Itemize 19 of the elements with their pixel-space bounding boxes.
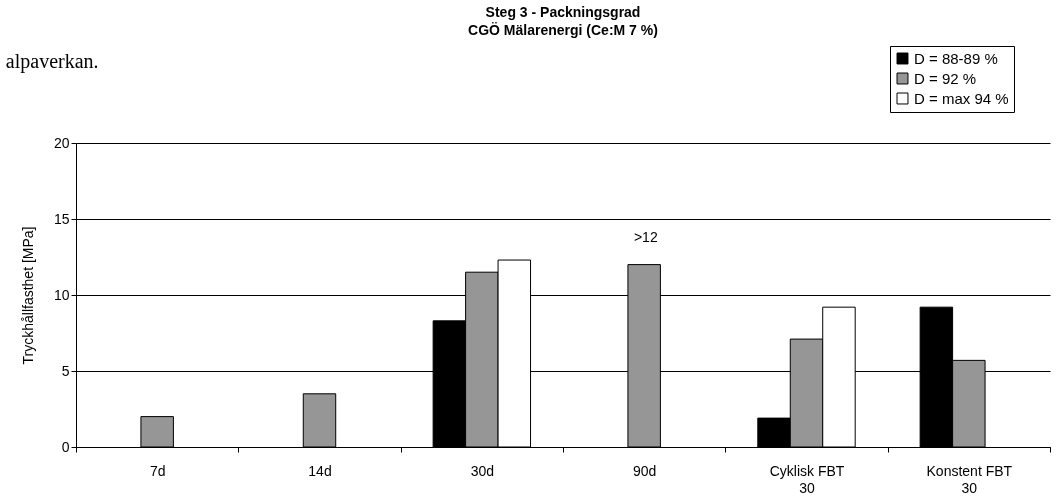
- x-tick-label: 14d: [308, 462, 332, 479]
- legend-label: D = max 94 %: [914, 89, 1009, 107]
- y-tick-label: 10: [53, 286, 70, 303]
- y-tick-label: 20: [53, 134, 70, 151]
- x-tick-label: 90d: [632, 462, 657, 479]
- text: alpaverkan.: [5, 49, 99, 73]
- chart-title: Steg 3 - Packningsgrad: [485, 3, 641, 20]
- x-tick-label: 7d: [149, 462, 166, 479]
- annotation: >12: [633, 228, 658, 245]
- x-tick-label: 30d: [470, 462, 495, 479]
- y-tick-label: 0: [61, 438, 70, 455]
- chart-subtitle: CGÖ Mälarenergi (Ce:M 7 %): [468, 21, 658, 38]
- legend-label: D = 92 %: [914, 69, 977, 87]
- x-tick-label: Cyklisk FBT 30: [769, 462, 845, 496]
- y-axis-title: Tryckhållfasthet [MPa]: [19, 226, 36, 365]
- x-tick-label: Konstent FBT 30: [926, 462, 1013, 496]
- y-tick-label: 15: [53, 210, 70, 227]
- legend-label: D = 88-89 %: [914, 49, 998, 67]
- y-tick-label: 5: [61, 362, 70, 379]
